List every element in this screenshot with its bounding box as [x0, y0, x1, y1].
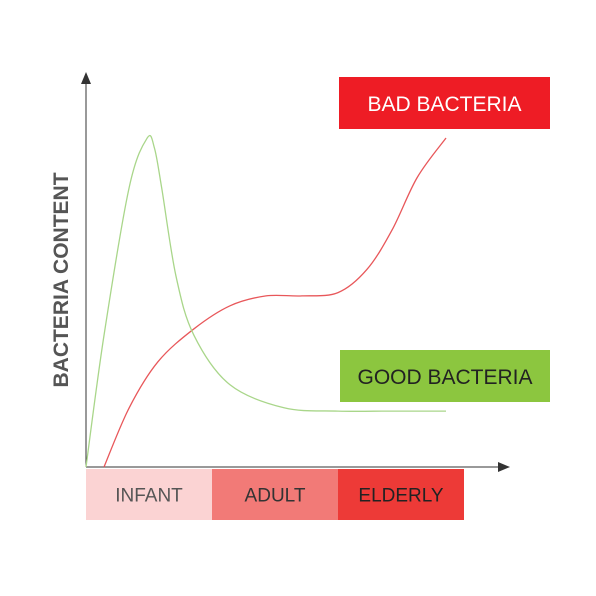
stage-box — [86, 469, 213, 520]
badge-box — [340, 350, 550, 402]
legend-badges: BAD BACTERIA GOOD BACTERIA — [339, 77, 550, 402]
stage-elderly: ELDERLY — [338, 469, 464, 520]
stage-label: INFANT — [115, 486, 183, 507]
bad-bacteria-badge: BAD BACTERIA — [339, 77, 550, 129]
badge-label: BAD BACTERIA — [367, 93, 521, 116]
x-axis-arrow — [498, 462, 510, 472]
stage-box — [212, 469, 339, 520]
y-axis-arrow — [81, 72, 91, 84]
good-bacteria-line — [85, 134, 446, 468]
stage-infant: INFANT — [86, 469, 213, 520]
good-bacteria-badge: GOOD BACTERIA — [340, 350, 550, 402]
series-layer — [85, 134, 447, 468]
stage-label: ELDERLY — [358, 486, 444, 507]
bad-bacteria-line — [103, 137, 447, 468]
badge-label: GOOD BACTERIA — [357, 366, 532, 389]
badge-box — [339, 77, 550, 129]
stage-layer: INFANT ADULT ELDERLY — [86, 469, 464, 520]
stage-box — [338, 469, 464, 520]
y-axis-label: BACTERIA CONTENT — [50, 172, 73, 387]
stage-adult: ADULT — [212, 469, 339, 520]
stage-label: ADULT — [245, 486, 306, 507]
